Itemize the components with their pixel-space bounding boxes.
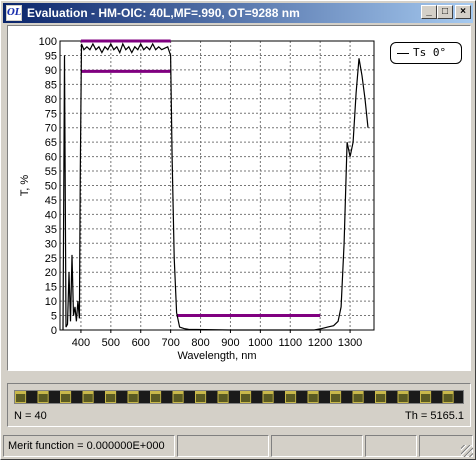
layer-pattern xyxy=(196,394,205,402)
merit-function-status: Merit function = 0.000000E+000 xyxy=(3,435,175,457)
layer-pattern xyxy=(16,394,25,402)
layer-segment xyxy=(161,391,172,404)
layer-pattern xyxy=(219,394,228,402)
title-bar[interactable]: OL Evaluation - HM-OIC: 40L,MF=.990, OT=… xyxy=(3,3,473,23)
layer-segment xyxy=(364,391,375,404)
layer-stack-bar[interactable] xyxy=(14,390,464,404)
layer-segment xyxy=(251,391,262,404)
y-tick-label: 70 xyxy=(45,123,57,135)
layer-segment xyxy=(341,391,352,404)
layer-pattern xyxy=(399,394,408,402)
status-cell-4 xyxy=(365,435,417,457)
layer-pattern xyxy=(84,394,93,402)
layer-segment xyxy=(319,391,330,404)
y-tick-label: 90 xyxy=(45,65,57,77)
layer-pattern xyxy=(241,394,250,402)
chart-area[interactable]: 0 5 10 15 20 25 30 35 40 45 50 55 60 65 70 75 80 85 90 95 10… xyxy=(7,25,471,371)
y-tick-label: 0 xyxy=(51,325,57,337)
x-tick-label: 700 xyxy=(161,337,179,349)
y-axis-label: T, % xyxy=(19,175,31,197)
resize-grip[interactable] xyxy=(461,445,473,457)
y-tick-label: 5 xyxy=(51,311,57,323)
y-tick-label: 80 xyxy=(45,94,57,106)
y-tick-label: 95 xyxy=(45,50,57,62)
x-tick-label: 500 xyxy=(102,337,120,349)
y-tick-label: 20 xyxy=(45,267,57,279)
y-tick-label: 75 xyxy=(45,108,57,120)
layer-segment xyxy=(431,391,442,404)
y-tick-label: 45 xyxy=(45,195,57,207)
x-tick-label: 1300 xyxy=(338,337,362,349)
y-tick-label: 65 xyxy=(45,137,57,149)
layer-segment xyxy=(206,391,217,404)
layer-segment xyxy=(229,391,240,404)
layer-segment xyxy=(139,391,150,404)
layer-pattern xyxy=(39,394,48,402)
x-tick-label: 600 xyxy=(132,337,150,349)
layer-segment xyxy=(274,391,285,404)
y-tick-label: 35 xyxy=(45,224,57,236)
layer-segment xyxy=(296,391,307,404)
layer-pattern xyxy=(354,394,363,402)
layer-pattern xyxy=(61,394,70,402)
layer-segment xyxy=(26,391,37,404)
layer-pattern xyxy=(129,394,138,402)
x-axis-label: Wavelength, nm xyxy=(177,350,256,362)
layer-pattern xyxy=(264,394,273,402)
y-tick-label: 10 xyxy=(45,296,57,308)
y-tick-label: 40 xyxy=(45,209,57,221)
y-tick-label: 25 xyxy=(45,253,57,265)
layer-segment xyxy=(184,391,195,404)
x-tick-label: 1000 xyxy=(248,337,272,349)
layer-segment xyxy=(454,391,464,404)
app-logo-icon[interactable]: OL xyxy=(6,5,22,21)
layer-pattern xyxy=(444,394,453,402)
layer-pattern xyxy=(151,394,160,402)
chart-legend: Ts 0° xyxy=(390,42,462,64)
y-tick-label: 100 xyxy=(39,36,57,48)
layer-segment xyxy=(116,391,127,404)
x-tick-label: 900 xyxy=(221,337,239,349)
minimize-button[interactable]: _ xyxy=(421,5,437,19)
layer-segment xyxy=(94,391,105,404)
status-cell-3 xyxy=(271,435,363,457)
transmittance-chart[interactable]: 0 5 10 15 20 25 30 35 40 45 50 55 60 65 70 75 80 85 90 95 10… xyxy=(8,26,470,370)
layer-pattern xyxy=(174,394,183,402)
y-tick-label: 30 xyxy=(45,238,57,250)
x-tick-label: 1200 xyxy=(308,337,332,349)
total-thickness: Th = 5165.1 xyxy=(405,410,464,422)
layer-pattern xyxy=(286,394,295,402)
layer-segment xyxy=(409,391,420,404)
y-tick-label: 60 xyxy=(45,152,57,164)
layer-pattern xyxy=(376,394,385,402)
layer-pattern xyxy=(106,394,115,402)
y-tick-label: 85 xyxy=(45,79,57,91)
close-button[interactable]: × xyxy=(455,5,471,19)
status-cell-2 xyxy=(177,435,269,457)
layer-pattern xyxy=(421,394,430,402)
legend-label: Ts 0° xyxy=(413,46,446,59)
y-tick-label: 15 xyxy=(45,282,57,294)
layer-segment xyxy=(386,391,397,404)
layer-segment xyxy=(71,391,82,404)
y-tick-label: 50 xyxy=(45,181,57,193)
x-tick-label: 800 xyxy=(191,337,209,349)
x-tick-label: 1100 xyxy=(278,337,302,349)
layer-segment xyxy=(49,391,60,404)
window-title: Evaluation - HM-OIC: 40L,MF=.990, OT=928… xyxy=(27,6,300,20)
design-panel: N = 40 Th = 5165.1 xyxy=(7,383,471,427)
x-tick-label: 400 xyxy=(72,337,90,349)
layer-pattern xyxy=(331,394,340,402)
maximize-button[interactable]: □ xyxy=(437,5,453,19)
layer-pattern xyxy=(309,394,318,402)
layer-count: N = 40 xyxy=(14,410,47,422)
legend-line-swatch xyxy=(397,53,409,54)
status-bar: Merit function = 0.000000E+000 xyxy=(3,435,473,457)
y-tick-label: 55 xyxy=(45,166,57,178)
